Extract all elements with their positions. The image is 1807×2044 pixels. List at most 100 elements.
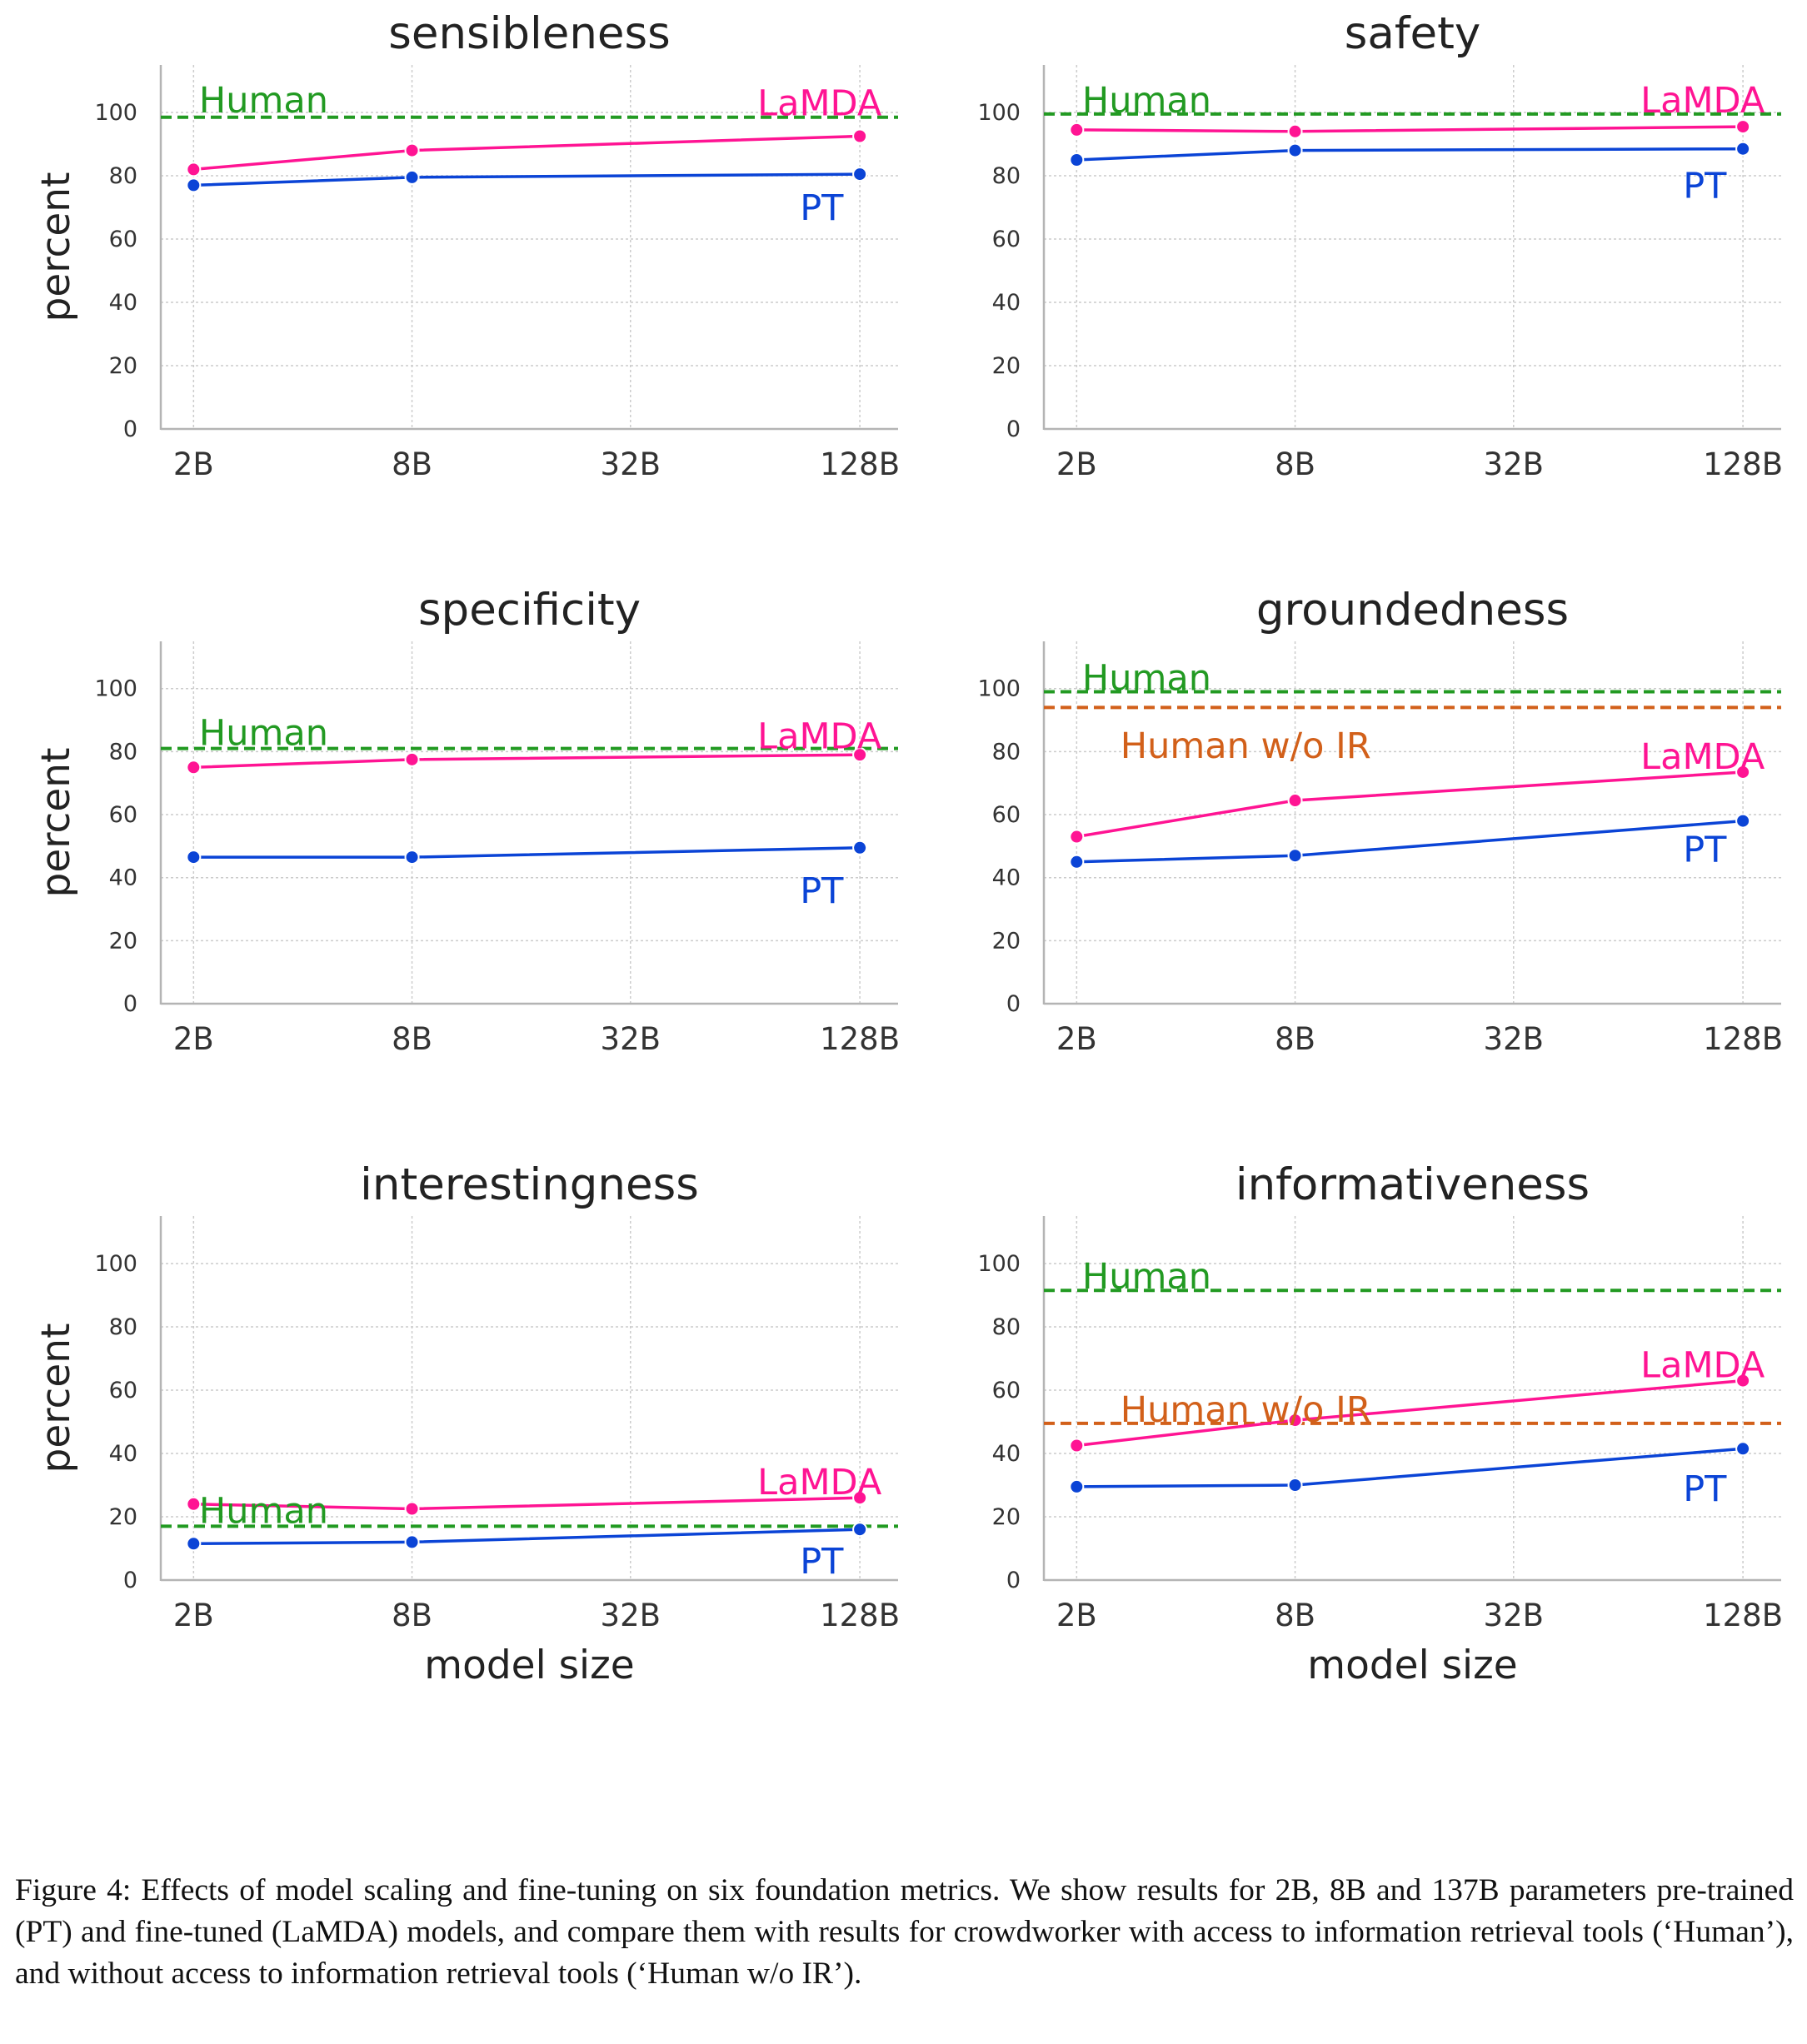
data-point-lamda	[1735, 1373, 1751, 1388]
data-point-pt	[186, 850, 202, 865]
data-point-lamda	[852, 128, 868, 144]
series-label-lamda: LaMDA	[1640, 80, 1765, 122]
data-point-pt	[1735, 813, 1751, 829]
y-tick-label: 60	[992, 1378, 1021, 1403]
series-line-pt	[1076, 819, 1744, 864]
y-tick-label: 80	[109, 739, 137, 765]
data-point-pt	[1735, 141, 1751, 157]
data-point-lamda	[1287, 1413, 1303, 1428]
data-point-lamda	[404, 1501, 420, 1517]
y-axis-label: percent	[33, 1323, 79, 1473]
y-tick-label: 0	[123, 416, 137, 442]
data-point-lamda	[186, 162, 202, 177]
chart-title: specificity	[418, 585, 641, 636]
chart-title: groundedness	[1256, 585, 1569, 636]
chart-panel-informativeness: 0 20 40 60 80 100 2B 8B 32B 128B informativeness mo…	[977, 1159, 1783, 1688]
data-point-pt	[1069, 854, 1085, 870]
y-tick-label: 80	[992, 739, 1021, 765]
x-tick-label: 2B	[173, 446, 214, 482]
y-tick-label: 20	[992, 1504, 1021, 1530]
y-tick-label: 100	[94, 1251, 137, 1277]
y-tick-label: 20	[109, 928, 137, 954]
x-tick-label: 8B	[392, 1021, 432, 1057]
series-label-human: Human	[1082, 1256, 1211, 1298]
data-point-lamda	[852, 747, 868, 763]
y-tick-label: 40	[992, 865, 1021, 891]
series-label-pt: PT	[1683, 1468, 1727, 1510]
data-point-pt	[852, 840, 868, 855]
y-tick-label: 0	[123, 1568, 137, 1593]
y-tick-label: 80	[109, 163, 137, 189]
series-label-lamda: LaMDA	[757, 715, 882, 757]
y-axis-label: percent	[33, 172, 79, 322]
series-label-pt: PT	[800, 1541, 844, 1583]
y-tick-label: 20	[992, 353, 1021, 379]
chart-title: informativeness	[1235, 1159, 1590, 1210]
x-tick-label: 128B	[820, 1021, 900, 1057]
y-tick-label: 60	[992, 227, 1021, 252]
x-tick-label: 128B	[820, 446, 900, 482]
x-tick-label: 2B	[1056, 446, 1097, 482]
y-axis-label: percent	[33, 747, 79, 897]
data-point-pt	[1287, 1478, 1303, 1493]
data-point-pt	[852, 167, 868, 182]
data-point-lamda	[1735, 119, 1751, 135]
chart-title: safety	[1345, 8, 1481, 59]
series-label-human-wo-ir: Human w/o IR	[1121, 725, 1371, 767]
y-tick-label: 100	[977, 100, 1021, 126]
x-tick-label: 2B	[173, 1598, 214, 1633]
y-tick-label: 80	[109, 1314, 137, 1340]
chart-panel-sensibleness: 0 20 40 60 80 100 2B 8B 32B 128B sensibleness perce…	[33, 8, 900, 482]
y-tick-label: 100	[977, 676, 1021, 702]
data-point-lamda	[1069, 829, 1085, 845]
y-tick-label: 0	[123, 991, 137, 1017]
series-label-pt: PT	[1683, 165, 1727, 207]
data-point-pt	[1069, 1478, 1085, 1494]
series-label-lamda: LaMDA	[1640, 736, 1765, 778]
y-tick-label: 20	[109, 1504, 137, 1530]
series-label-pt: PT	[800, 187, 844, 229]
chart-panel-interestingness: 0 20 40 60 80 100 2B 8B 32B 128B interestingness pe…	[33, 1159, 900, 1688]
x-tick-label: 32B	[601, 1598, 661, 1633]
y-tick-label: 40	[992, 1441, 1021, 1467]
y-tick-label: 80	[992, 1314, 1021, 1340]
series-line-pt	[1076, 1447, 1744, 1488]
x-tick-label: 2B	[173, 1021, 214, 1057]
series-label-pt: PT	[800, 870, 844, 912]
data-point-lamda	[186, 760, 202, 775]
y-tick-label: 0	[1006, 1568, 1021, 1593]
data-point-lamda	[1735, 764, 1751, 780]
y-tick-label: 20	[109, 353, 137, 379]
x-tick-label: 8B	[392, 1598, 432, 1633]
chart-panel-specificity: 0 20 40 60 80 100 2B 8B 32B 128B specificity percen…	[33, 585, 900, 1057]
y-tick-label: 80	[992, 163, 1021, 189]
data-point-pt	[1287, 142, 1303, 158]
series-line-lamda	[193, 134, 861, 172]
data-point-pt	[404, 850, 420, 865]
y-tick-label: 0	[1006, 991, 1021, 1017]
series-label-lamda: LaMDA	[757, 83, 882, 125]
y-tick-label: 60	[992, 802, 1021, 828]
figure-caption: Figure 4: Effects of model scaling and f…	[15, 1873, 1794, 1991]
data-point-pt	[1287, 848, 1303, 864]
series-label-human: Human	[199, 80, 328, 122]
x-tick-label: 2B	[1056, 1598, 1097, 1633]
series-label-lamda: LaMDA	[757, 1462, 882, 1503]
series-label-human: Human	[1082, 658, 1211, 700]
x-tick-label: 32B	[1484, 1021, 1544, 1057]
x-tick-label: 8B	[392, 446, 432, 482]
data-point-pt	[1069, 152, 1085, 167]
data-point-pt	[186, 177, 202, 193]
chart-title: sensibleness	[388, 8, 671, 59]
x-axis-label: model size	[1307, 1643, 1517, 1688]
x-tick-label: 128B	[1703, 1021, 1783, 1057]
series-line-lamda	[1076, 125, 1744, 133]
chart-title: interestingness	[360, 1159, 699, 1210]
x-tick-label: 32B	[601, 1021, 661, 1057]
data-point-lamda	[1069, 122, 1085, 137]
series-label-lamda: LaMDA	[1640, 1345, 1765, 1387]
series-line-pt	[1076, 147, 1744, 162]
y-tick-label: 100	[977, 1251, 1021, 1277]
y-tick-label: 60	[109, 802, 137, 828]
y-tick-label: 20	[992, 928, 1021, 954]
